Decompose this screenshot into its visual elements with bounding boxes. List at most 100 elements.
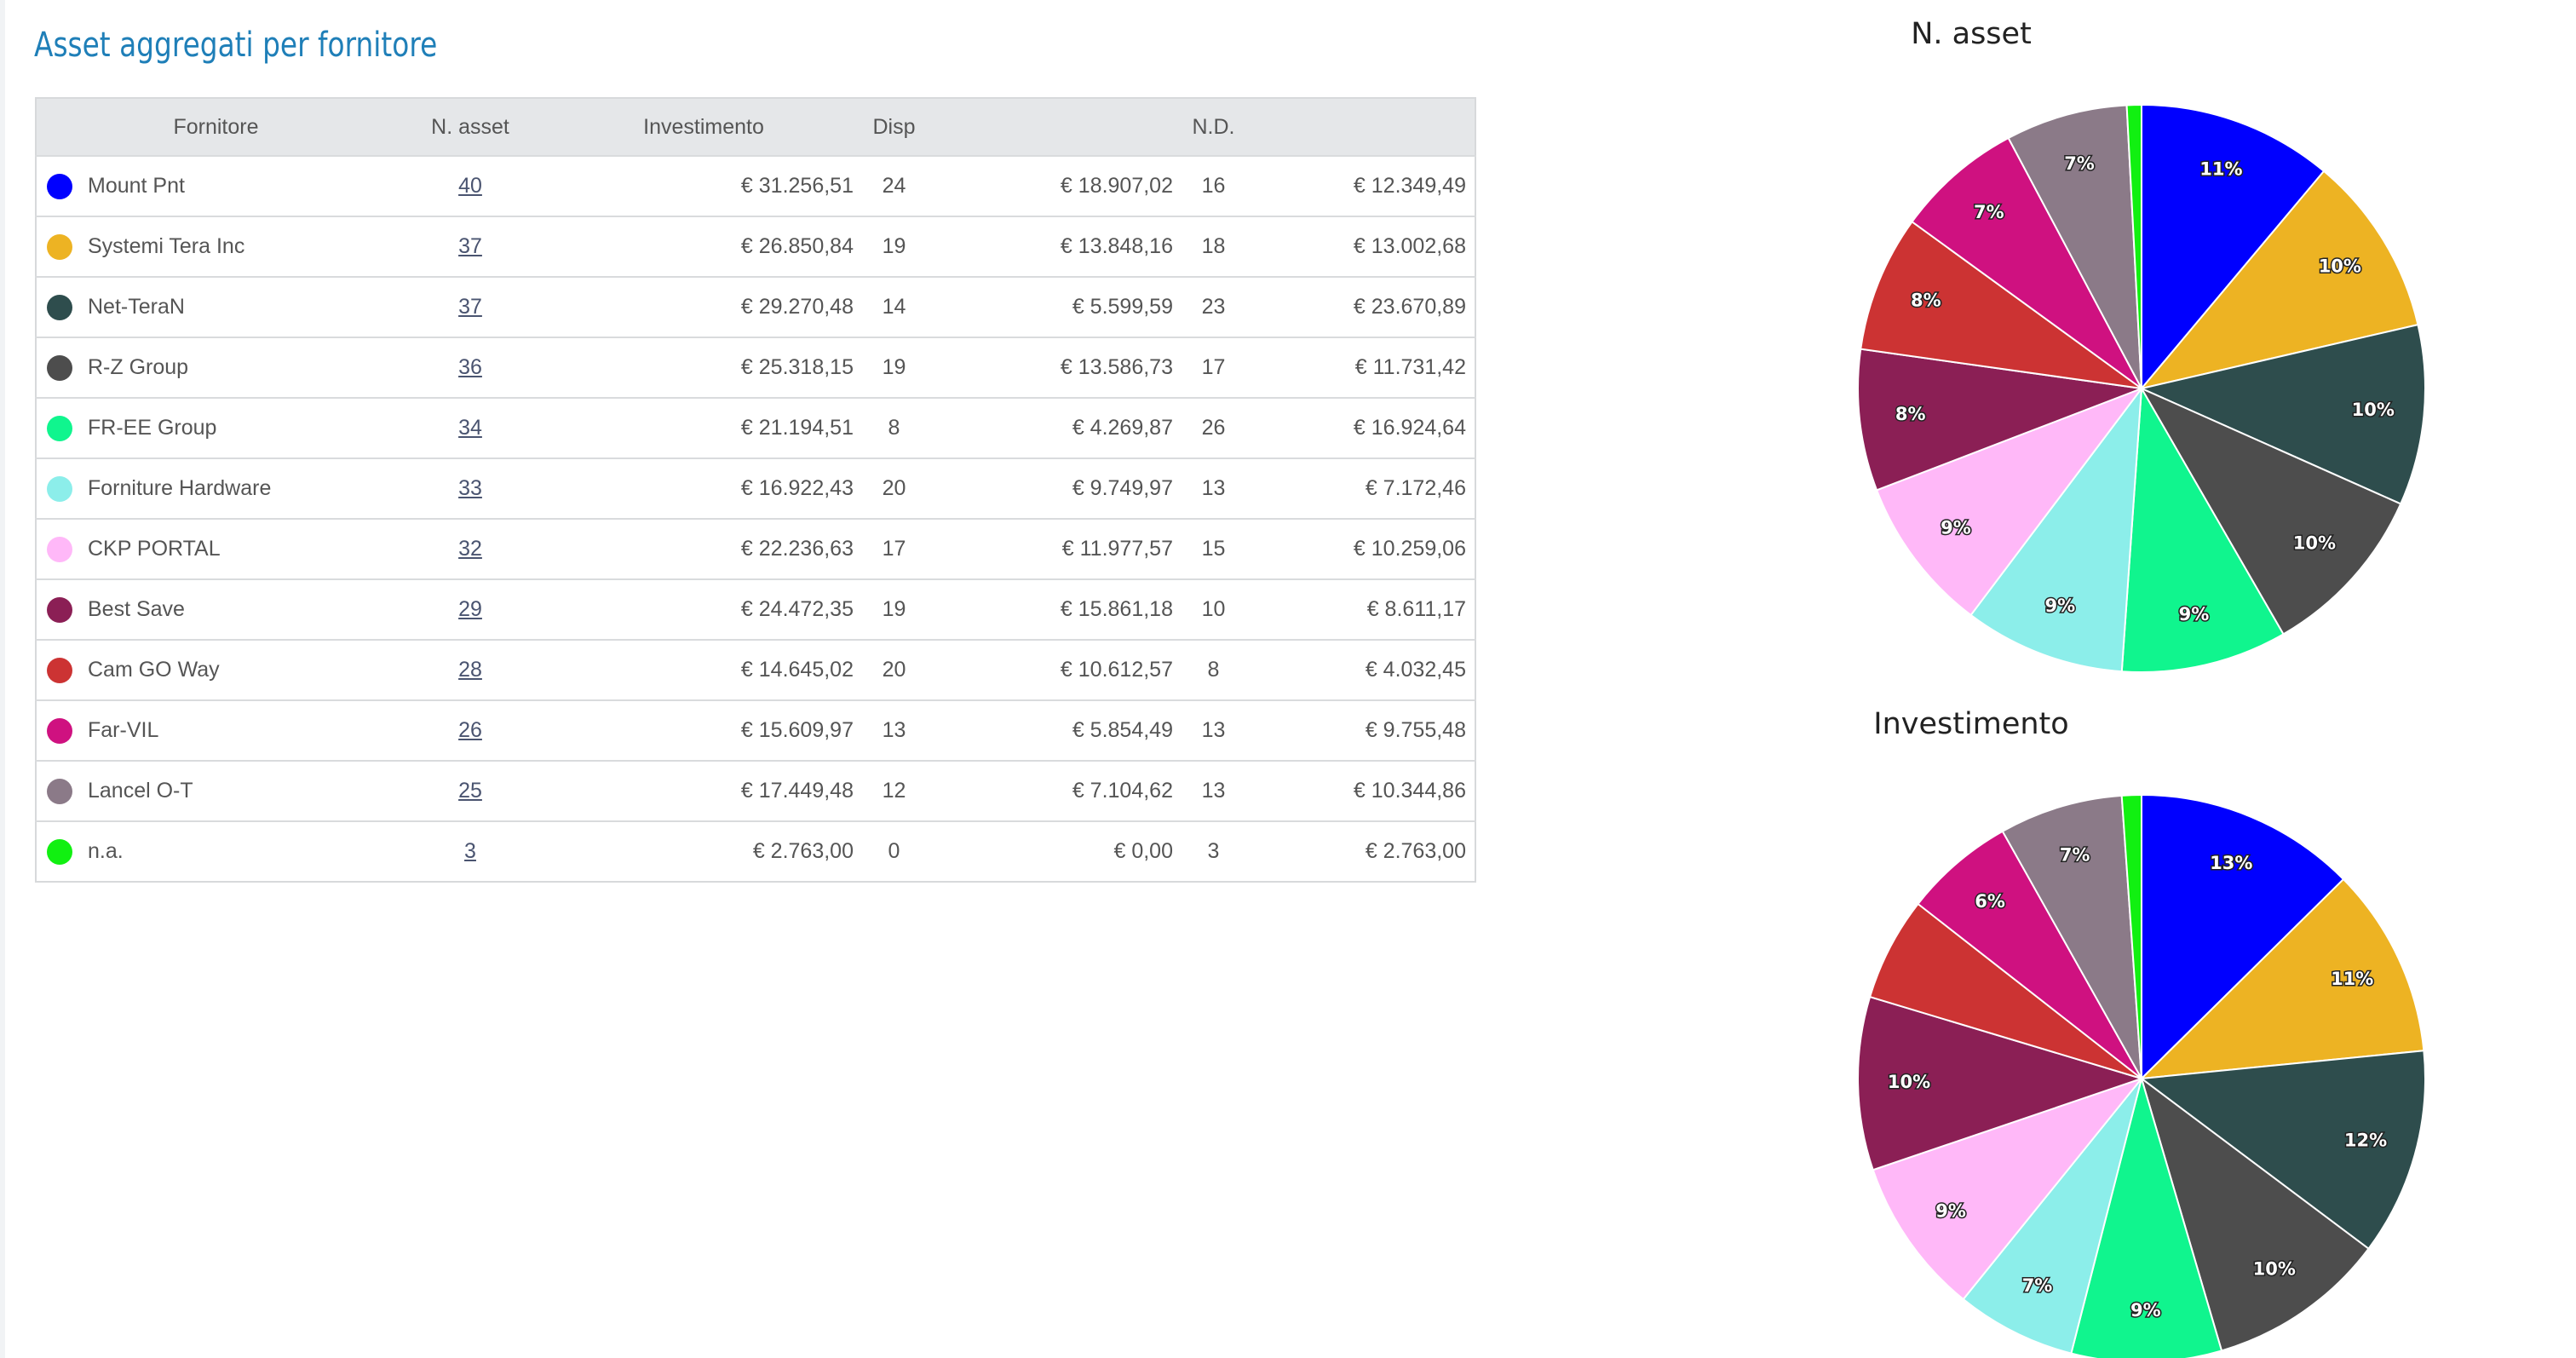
supplier-table: Fornitore N. asset Investimento Disp N.D… (35, 97, 1476, 883)
asset-count-link[interactable]: 28 (458, 658, 482, 682)
header-assets[interactable]: N. asset (431, 114, 509, 139)
pie-slice-label: 10% (1888, 1072, 1930, 1092)
header-nd-value (1245, 98, 1475, 156)
pie-slice-label: 7% (2060, 844, 2090, 865)
pie-slice[interactable] (1875, 386, 2144, 617)
asset-count-link[interactable]: 29 (458, 597, 482, 621)
asset-count-link[interactable]: 33 (458, 476, 482, 500)
pie-slice[interactable] (1868, 902, 2142, 1079)
nd-value-cell: € 2.763,00 (1365, 839, 1466, 863)
available-count-cell: 12 (882, 779, 906, 803)
nd-count-cell: 8 (1207, 658, 1220, 682)
pie-slice[interactable] (2141, 103, 2326, 391)
supplier-name: FR-EE Group (88, 416, 217, 440)
investment-cell: € 21.194,51 (740, 416, 854, 440)
pie-slice-label: 9% (1935, 1200, 1966, 1221)
supplier-cell: Far-VIL (36, 700, 395, 761)
nd-value-cell: € 13.002,68 (1353, 234, 1466, 258)
pie-slice[interactable] (2070, 1075, 2223, 1358)
pie-slice-label: 8% (1895, 404, 1926, 424)
nd-count-cell: 16 (1201, 174, 1226, 198)
pie-slice-label: 9% (1941, 517, 1971, 538)
pie-slice[interactable] (2138, 323, 2426, 505)
pie-slice[interactable] (1857, 348, 2145, 492)
pie-slice[interactable] (1872, 1076, 2144, 1301)
asset-count-link[interactable]: 37 (458, 234, 482, 258)
legend-color-dot (47, 354, 72, 381)
asset-count-cell: 37 (395, 277, 545, 337)
investment-cell: € 25.318,15 (740, 355, 854, 379)
pie-slice[interactable] (2120, 793, 2142, 1079)
supplier-name: R-Z Group (88, 355, 189, 380)
table-header-row: Fornitore N. asset Investimento Disp N.D… (36, 98, 1475, 156)
asset-count-cell: 25 (395, 761, 545, 821)
nd-value-cell: € 9.755,48 (1365, 718, 1466, 742)
asset-count-link[interactable]: 3 (464, 839, 476, 863)
investment-cell: € 2.763,00 (752, 839, 854, 863)
asset-count-cell: 28 (395, 640, 545, 700)
available-count-cell: 20 (882, 658, 906, 682)
pie-slice[interactable] (2120, 385, 2285, 673)
pie-slice[interactable] (2139, 1050, 2426, 1251)
pie-slice[interactable] (1860, 220, 2142, 389)
nd-value-cell: € 7.172,46 (1365, 476, 1466, 500)
pie-slice[interactable] (2139, 878, 2425, 1080)
available-value-cell: € 18.907,02 (1060, 174, 1173, 198)
supplier-cell: R-Z Group (36, 337, 395, 398)
pie-slice-label: 10% (2253, 1258, 2296, 1279)
supplier-name: Net-TeraN (88, 295, 185, 319)
pie-slice-label: 10% (2293, 533, 2336, 554)
supplier-name: Lancel O-T (88, 779, 193, 803)
pie-slice-label: 10% (2352, 400, 2395, 420)
chart-title-assets: N. asset (1911, 17, 2032, 51)
header-investment[interactable]: Investimento (643, 114, 764, 139)
legend-color-dot (47, 536, 72, 562)
nd-value-cell: € 10.344,86 (1353, 779, 1466, 803)
pie-slice[interactable] (2141, 793, 2345, 1081)
supplier-name: Best Save (88, 597, 185, 622)
asset-count-link[interactable]: 25 (458, 779, 482, 803)
available-value-cell: € 15.861,18 (1060, 597, 1173, 621)
pie-slice[interactable] (2007, 104, 2142, 389)
asset-count-cell: 26 (395, 700, 545, 761)
supplier-cell: n.a. (36, 821, 395, 882)
table-row: Cam GO Way 28 € 14.645,02 20 € 10.612,57… (36, 640, 1475, 700)
header-supplier[interactable]: Fornitore (173, 114, 259, 139)
table-row: Best Save 29 € 24.472,35 19 € 15.861,18 … (36, 579, 1475, 640)
supplier-cell: Forniture Hardware (36, 458, 395, 519)
pie-slice[interactable] (1857, 995, 2145, 1171)
pie-slice[interactable] (1969, 385, 2143, 673)
table-row: CKP PORTAL 32 € 22.236,63 17 € 11.977,57… (36, 519, 1475, 579)
asset-count-link[interactable]: 37 (458, 295, 482, 319)
header-nd[interactable]: N.D. (1192, 114, 1235, 139)
asset-count-link[interactable]: 36 (458, 355, 482, 379)
pie-slice[interactable] (2125, 103, 2142, 389)
asset-count-link[interactable]: 40 (458, 174, 482, 198)
header-available[interactable]: Disp (872, 114, 916, 139)
asset-count-link[interactable]: 26 (458, 718, 482, 742)
available-value-cell: € 4.269,87 (1072, 416, 1173, 440)
supplier-name: n.a. (88, 839, 124, 864)
available-count-cell: 13 (882, 718, 906, 742)
pie-slice[interactable] (2139, 170, 2419, 390)
asset-count-link[interactable]: 34 (458, 416, 482, 440)
pie-slice[interactable] (2139, 386, 2402, 636)
pie-slice-label: 7% (2022, 1275, 2053, 1296)
available-count-cell: 17 (882, 537, 906, 561)
pie-slice[interactable] (2140, 1076, 2370, 1352)
table-row: Far-VIL 26 € 15.609,97 13 € 5.854,49 13 … (36, 700, 1475, 761)
pie-slice[interactable] (2001, 794, 2142, 1079)
asset-count-link[interactable]: 32 (458, 537, 482, 561)
asset-count-cell: 29 (395, 579, 545, 640)
table-row: Lancel O-T 25 € 17.449,48 12 € 7.104,62 … (36, 761, 1475, 821)
supplier-name: Forniture Hardware (88, 476, 272, 501)
pie-slice-label: 7% (2064, 153, 2095, 174)
pie-slice[interactable] (1962, 1078, 2142, 1355)
legend-color-dot (47, 294, 72, 320)
pie-slice[interactable] (1917, 830, 2142, 1079)
asset-count-cell: 33 (395, 458, 545, 519)
nd-count-cell: 17 (1201, 355, 1226, 379)
pie-slice[interactable] (1911, 136, 2142, 389)
pie-slice-label: 9% (2130, 1300, 2161, 1321)
